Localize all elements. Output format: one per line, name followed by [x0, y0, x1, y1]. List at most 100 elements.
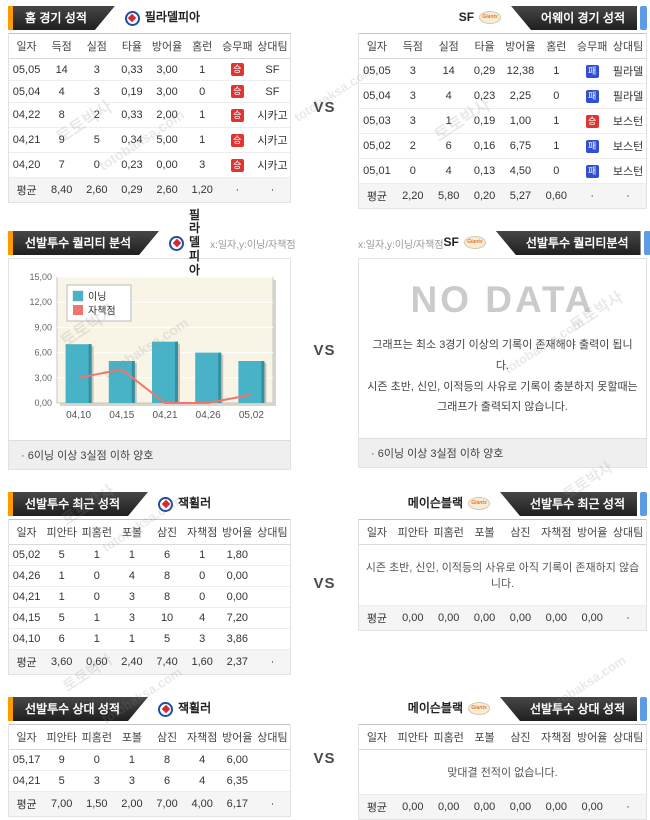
table-cell: 3 — [114, 770, 150, 792]
column-header: 자책점 — [538, 519, 575, 545]
average-row: 평균 8,40 2,60 0,29 2,60 1,20 · · — [9, 177, 290, 202]
table-cell: 2,40 — [114, 649, 150, 674]
table-cell: 3,00 — [149, 80, 185, 103]
table-cell: 0 — [79, 749, 115, 771]
table-cell: 시카고 — [254, 152, 290, 178]
table-row: 04,21 9 5 0,34 5,00 1 승 시카고 — [9, 127, 290, 153]
table-row: 04,20 7 0 0,23 0,00 3 승 시카고 — [9, 152, 290, 178]
section-title: 선발투수 상대 성적 — [500, 697, 637, 721]
table-cell: 0 — [79, 152, 115, 178]
table-cell: · — [254, 791, 290, 816]
column-header: 포볼 — [466, 519, 503, 545]
table-row: 04,21 5 3 3 6 4 6,35 — [9, 770, 290, 792]
table-cell: 4 — [184, 607, 220, 629]
table-cell: 0,00 — [394, 794, 431, 819]
table-cell: 6 — [149, 770, 185, 792]
table-cell: 보스턴 — [610, 158, 646, 184]
column-header: 상대팀 — [610, 724, 646, 750]
svg-text:3,00: 3,00 — [34, 373, 52, 383]
table-cell: 0 — [184, 80, 220, 103]
player-label: 잭휠러 — [158, 496, 211, 512]
away-record-table: 일자 득점 실점 타율 방어율 홈런 승무패 상대팀 05,05 3 14 0,29 12,38 1 패 필… — [358, 33, 647, 209]
table-cell: 0,20 — [466, 183, 503, 208]
table-cell: 1 — [184, 102, 220, 128]
table-cell: 8 — [149, 586, 185, 608]
table-cell: 1,50 — [79, 791, 115, 816]
giants-logo-icon: Giants — [479, 11, 502, 25]
no-data-message: NO DATA 그래프는 최소 3경기 이상의 기록이 존재해야 출력이 됩니다… — [359, 259, 646, 438]
table-cell: 8 — [44, 102, 80, 128]
table-cell: 승 — [219, 152, 255, 178]
table-cell: 1 — [114, 544, 150, 566]
phillies-logo-icon — [158, 496, 173, 512]
column-header: 피홈런 — [79, 519, 115, 545]
section-title: 선발투수 퀄리티 분석 — [13, 231, 159, 255]
table-cell: 0,13 — [466, 158, 503, 184]
column-header: 일자 — [9, 519, 45, 545]
quality-chart: 0,00 3,00 6,00 9,00 12,00 15,00 04,10 04,15 04,2… — [9, 259, 290, 440]
table-cell: 05,05 — [359, 58, 395, 84]
table-cell: 7,00 — [44, 791, 80, 816]
section-title: 선발투수 상대 성적 — [13, 697, 148, 721]
table-cell: · — [219, 177, 255, 202]
chart-note: · 6이닝 이상 3실점 이하 양호 — [359, 438, 646, 467]
table-cell: 6 — [430, 133, 467, 159]
vs-label: VS — [313, 342, 336, 359]
table-cell: 1 — [538, 58, 575, 84]
column-header: 상대팀 — [254, 724, 290, 750]
table-cell: 1 — [430, 108, 467, 134]
table-cell: 1 — [184, 127, 220, 153]
column-header: 타율 — [466, 33, 503, 59]
table-row: 05,03 3 1 0,19 1,00 1 승 보스턴 — [359, 108, 646, 134]
table-cell: 0,19 — [466, 108, 503, 134]
table-cell: 04,26 — [9, 565, 45, 587]
table-cell: 패 — [574, 83, 611, 109]
table-cell: 0,00 — [466, 794, 503, 819]
table-cell: 5 — [44, 770, 80, 792]
win-badge: 승 — [230, 133, 244, 147]
column-header: 피안타 — [394, 519, 431, 545]
table-cell: 0,19 — [114, 80, 150, 103]
table-cell: 05,02 — [359, 133, 395, 159]
table-cell: 1 — [44, 565, 80, 587]
section-title: 홈 경기 성적 — [13, 6, 115, 30]
table-row: 04,10 6 1 1 5 3 3,86 — [9, 628, 290, 650]
average-row: 평균 3,60 0,60 2,40 7,40 1,60 2,37 · — [9, 649, 290, 674]
table-cell: 0,00 — [538, 794, 575, 819]
quality-nodata-panel: x:일자,y:이닝/자책점 SF Giants 선발투수 퀄리티분석 NO DA… — [358, 231, 650, 468]
team-name: 필라델피아 — [144, 10, 201, 25]
column-header: 포볼 — [114, 519, 150, 545]
table-cell: 패 — [574, 58, 611, 84]
team-label: 필라델피아 — [124, 10, 201, 26]
column-header: 일자 — [359, 33, 395, 59]
table-cell: 0,00 — [502, 794, 539, 819]
table-row: 05,17 9 0 1 8 4 6,00 — [9, 749, 290, 771]
table-cell: 평균 — [9, 177, 45, 202]
table-cell: 0,00 — [430, 794, 467, 819]
table-cell: 3 — [114, 607, 150, 629]
table-cell: 4 — [114, 565, 150, 587]
column-header: 일자 — [9, 33, 45, 59]
table-cell: 3 — [184, 152, 220, 178]
column-header: 방어율 — [574, 724, 611, 750]
table-cell: 6,35 — [219, 770, 255, 792]
table-cell: 2,20 — [394, 183, 431, 208]
svg-text:6,00: 6,00 — [34, 348, 52, 358]
column-header: 승무패 — [219, 33, 255, 59]
phillies-logo-icon — [158, 701, 173, 717]
table-cell: 14 — [430, 58, 467, 84]
table-cell: 12,38 — [502, 58, 539, 84]
table-cell: 2,60 — [79, 177, 115, 202]
column-header: 방어율 — [219, 519, 255, 545]
average-row: 평균 0,00 0,00 0,00 0,00 0,00 0,00 · — [359, 794, 646, 819]
table-cell: 3 — [79, 80, 115, 103]
lose-badge: 패 — [585, 89, 599, 103]
table-row: 05,04 3 4 0,23 2,25 0 패 필라델 — [359, 83, 646, 109]
table-cell: 보스턴 — [610, 133, 646, 159]
team-label: SF Giants — [444, 235, 486, 250]
table-cell: 평균 — [359, 183, 395, 208]
table-cell: 05,04 — [9, 80, 45, 103]
table-cell: 14 — [44, 58, 80, 81]
column-header: 방어율 — [149, 33, 185, 59]
table-cell: 04,21 — [9, 127, 45, 153]
